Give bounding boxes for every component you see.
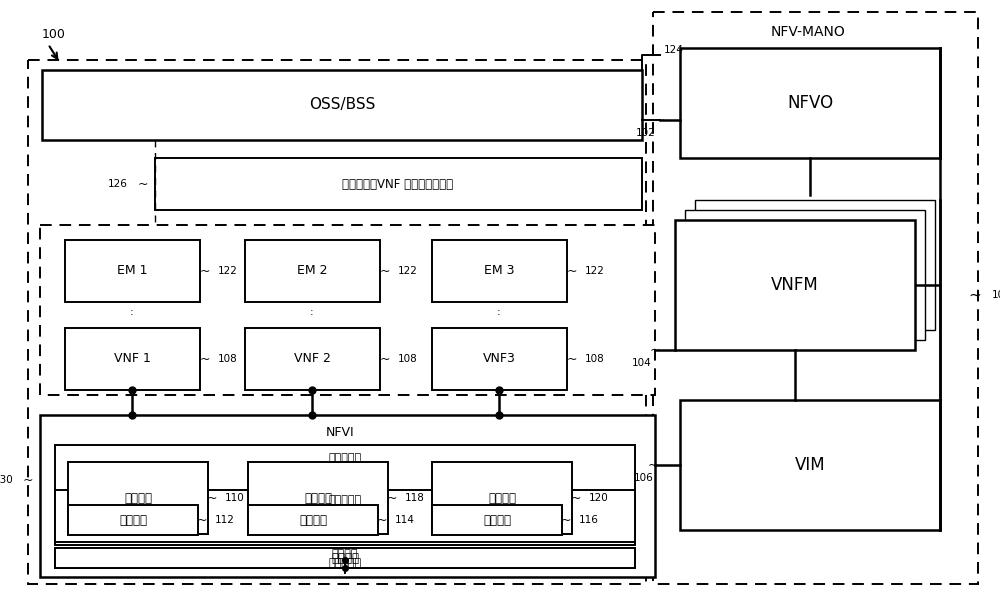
Text: 108: 108 xyxy=(218,354,238,364)
Bar xyxy=(55,558,635,568)
Text: VNF 2: VNF 2 xyxy=(294,353,330,365)
Text: 112: 112 xyxy=(215,515,235,525)
Text: 计算硬件: 计算硬件 xyxy=(119,513,147,527)
Text: EM 1: EM 1 xyxy=(117,264,147,278)
Text: 126: 126 xyxy=(108,179,128,189)
Bar xyxy=(42,70,642,140)
Text: 122: 122 xyxy=(218,266,238,276)
Text: EM 2: EM 2 xyxy=(297,264,327,278)
Text: ~: ~ xyxy=(207,491,217,505)
Text: 104: 104 xyxy=(632,358,652,368)
Text: 108: 108 xyxy=(585,354,605,364)
Text: ~: ~ xyxy=(387,491,397,505)
Text: 102: 102 xyxy=(636,128,656,138)
Bar xyxy=(245,240,380,302)
Bar xyxy=(55,548,635,560)
Bar xyxy=(695,200,935,330)
Text: 虚拟存储: 虚拟存储 xyxy=(304,491,332,505)
Text: ~: ~ xyxy=(650,344,660,356)
Text: VNF 1: VNF 1 xyxy=(114,353,150,365)
Text: NFVO: NFVO xyxy=(787,94,833,112)
Bar xyxy=(248,462,388,534)
Text: 122: 122 xyxy=(398,266,418,276)
Text: 114: 114 xyxy=(395,515,415,525)
Text: 虚拟化层: 虚拟化层 xyxy=(332,549,358,559)
Text: ~: ~ xyxy=(200,353,210,365)
Bar xyxy=(675,220,915,350)
Text: 120: 120 xyxy=(589,493,609,503)
Text: 虚拟资源层: 虚拟资源层 xyxy=(328,453,362,463)
Text: 122: 122 xyxy=(585,266,605,276)
Text: :: : xyxy=(310,307,314,317)
Bar xyxy=(248,505,378,535)
Text: ~: ~ xyxy=(138,178,148,190)
Text: ~: ~ xyxy=(648,459,658,471)
Bar xyxy=(245,328,380,390)
Text: 101: 101 xyxy=(992,290,1000,300)
Text: ~: ~ xyxy=(567,353,577,365)
Bar xyxy=(432,328,567,390)
Text: 116: 116 xyxy=(579,515,599,525)
Bar xyxy=(432,240,567,302)
Bar xyxy=(680,400,940,530)
Text: ~: ~ xyxy=(200,264,210,278)
Text: EM 3: EM 3 xyxy=(484,264,514,278)
Text: ~: ~ xyxy=(380,264,390,278)
Text: ~: ~ xyxy=(655,113,665,127)
Text: 网络服务、VNF 和基础设施描述: 网络服务、VNF 和基础设施描述 xyxy=(342,178,454,190)
Text: 虚拟网络: 虚拟网络 xyxy=(488,491,516,505)
Bar xyxy=(155,158,642,210)
Text: VNF3: VNF3 xyxy=(483,353,515,365)
Text: 网络硬件: 网络硬件 xyxy=(483,513,511,527)
Text: ~: ~ xyxy=(23,473,33,487)
Text: ~: ~ xyxy=(380,353,390,365)
Text: ~: ~ xyxy=(377,513,387,527)
Text: 130: 130 xyxy=(0,475,14,485)
Text: 虚拟化层: 虚拟化层 xyxy=(331,551,359,565)
Bar xyxy=(55,445,635,545)
Bar xyxy=(653,12,978,584)
Bar xyxy=(55,490,635,542)
Text: ~: ~ xyxy=(197,513,207,527)
Bar xyxy=(680,48,940,158)
Text: ~: ~ xyxy=(643,48,653,61)
Text: 110: 110 xyxy=(225,493,245,503)
Text: 存储硬件: 存储硬件 xyxy=(299,513,327,527)
Bar xyxy=(65,328,200,390)
Text: NFV-MANO: NFV-MANO xyxy=(771,25,845,39)
Text: VIM: VIM xyxy=(795,456,825,474)
Bar xyxy=(432,462,572,534)
Text: 108: 108 xyxy=(398,354,418,364)
Text: :: : xyxy=(497,307,501,317)
Bar xyxy=(55,548,635,568)
Bar xyxy=(68,505,198,535)
Text: OSS/BSS: OSS/BSS xyxy=(309,98,375,113)
Text: :: : xyxy=(130,307,134,317)
Text: 100: 100 xyxy=(42,28,66,41)
Text: 118: 118 xyxy=(405,493,425,503)
Bar xyxy=(685,210,925,340)
Bar xyxy=(40,225,655,395)
Text: 106: 106 xyxy=(634,473,654,483)
Text: ~: ~ xyxy=(567,264,577,278)
Bar xyxy=(28,60,646,584)
Text: 虚拟计算: 虚拟计算 xyxy=(124,491,152,505)
Text: 124: 124 xyxy=(664,45,684,55)
Text: 硬件资源层: 硬件资源层 xyxy=(328,558,362,568)
Bar xyxy=(65,240,200,302)
Bar xyxy=(40,415,655,577)
Text: ~: ~ xyxy=(969,287,981,302)
Bar xyxy=(432,505,562,535)
Text: ~: ~ xyxy=(561,513,571,527)
Text: NFVI: NFVI xyxy=(326,425,354,439)
Text: VNFM: VNFM xyxy=(771,276,819,294)
Bar xyxy=(68,462,208,534)
Text: ~: ~ xyxy=(571,491,581,505)
Text: 硬件资源层: 硬件资源层 xyxy=(328,495,362,505)
